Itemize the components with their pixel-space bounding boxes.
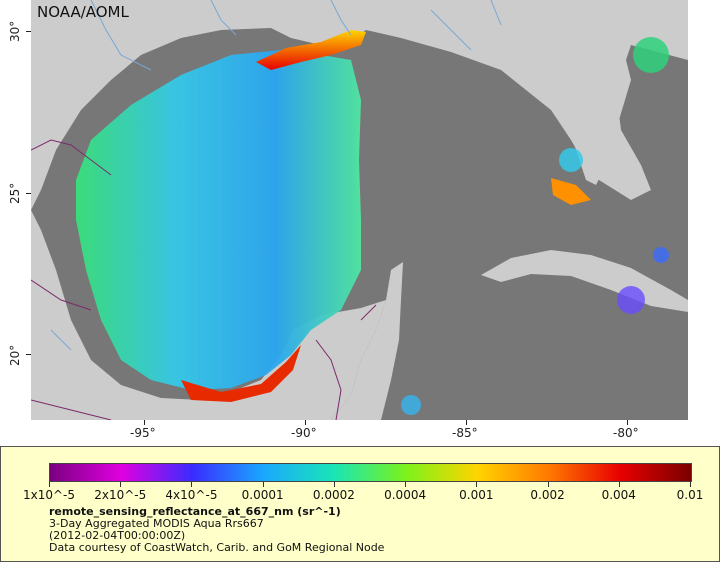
legend-line-credit: Data courtesy of CoastWatch, Carib. and … — [49, 541, 385, 554]
country-borders — [31, 139, 377, 420]
lat-label-30: 30° — [8, 20, 22, 42]
colorbar-tick — [618, 482, 620, 487]
map-canvas — [31, 0, 688, 420]
colorbar-tick — [191, 482, 193, 487]
map-credit: NOAA/AOML — [37, 3, 129, 21]
colorbar-tick — [333, 482, 335, 487]
land-florida — [561, 35, 631, 185]
lon-tick-80 — [627, 420, 628, 425]
rivers — [50, 0, 502, 351]
colorbar-tick — [262, 482, 264, 487]
lat-tick-25 — [26, 193, 31, 194]
map-panel[interactable]: NOAA/AOML — [31, 0, 688, 420]
legend-text-block: remote_sensing_reflectance_at_667_nm (sr… — [49, 506, 384, 554]
lat-label-25: 25° — [8, 182, 22, 204]
colorbar-tick-label: 0.0002 — [312, 488, 355, 502]
colorbar-tick-label: 0.01 — [676, 488, 704, 502]
land-yucatan — [331, 262, 403, 420]
colorbar-tick — [405, 482, 407, 487]
coastal-band-campeche — [181, 345, 301, 402]
colorbar-tick — [476, 482, 478, 487]
legend-panel: remote_sensing_reflectance_at_667_nm (sr… — [0, 446, 720, 562]
lon-label-80: -80° — [613, 426, 639, 440]
lat-label-20: 20° — [8, 344, 22, 366]
legend-line-date: (2012-02-04T00:00:00Z) — [49, 529, 186, 542]
colorbar-tick-label: 4x10^-5 — [165, 488, 218, 502]
lon-tick-90 — [305, 420, 306, 425]
colorbar-tick-label: 1x10^-5 — [22, 488, 76, 502]
land-us — [31, 0, 688, 210]
colorbar-tick-label: 0.0001 — [241, 488, 284, 502]
colorbar-tick — [690, 482, 691, 487]
reflectance-field-west-gulf — [76, 50, 361, 390]
colorbar-tick-label: 2x10^-5 — [94, 488, 147, 502]
lon-label-90: -90° — [291, 426, 317, 440]
lon-tick-85 — [466, 420, 467, 425]
lat-tick-30 — [26, 31, 31, 32]
legend-title: remote_sensing_reflectance_at_667_nm (sr… — [49, 505, 341, 518]
colorbar-tick — [120, 482, 122, 487]
lon-label-95: -95° — [130, 426, 156, 440]
lat-tick-20 — [26, 354, 31, 355]
colorbar-tick-label: 0.004 — [601, 488, 636, 502]
coastal-band-florida — [551, 178, 591, 205]
lon-tick-95 — [144, 420, 145, 425]
land-mexico-west — [31, 210, 386, 420]
colorbar-tick-label: 0.0004 — [384, 488, 427, 502]
colorbar-tick-label: 0.002 — [530, 488, 565, 502]
colorbar-tick-label: 0.001 — [459, 488, 494, 502]
lon-label-85: -85° — [452, 426, 478, 440]
colorbar-tick — [547, 482, 549, 487]
legend-line-product: 3-Day Aggregated MODIS Aqua Rrs667 — [49, 517, 264, 530]
colorbar-tick — [49, 482, 50, 487]
coastal-band-louisiana — [256, 30, 366, 70]
colorbar — [49, 463, 692, 482]
